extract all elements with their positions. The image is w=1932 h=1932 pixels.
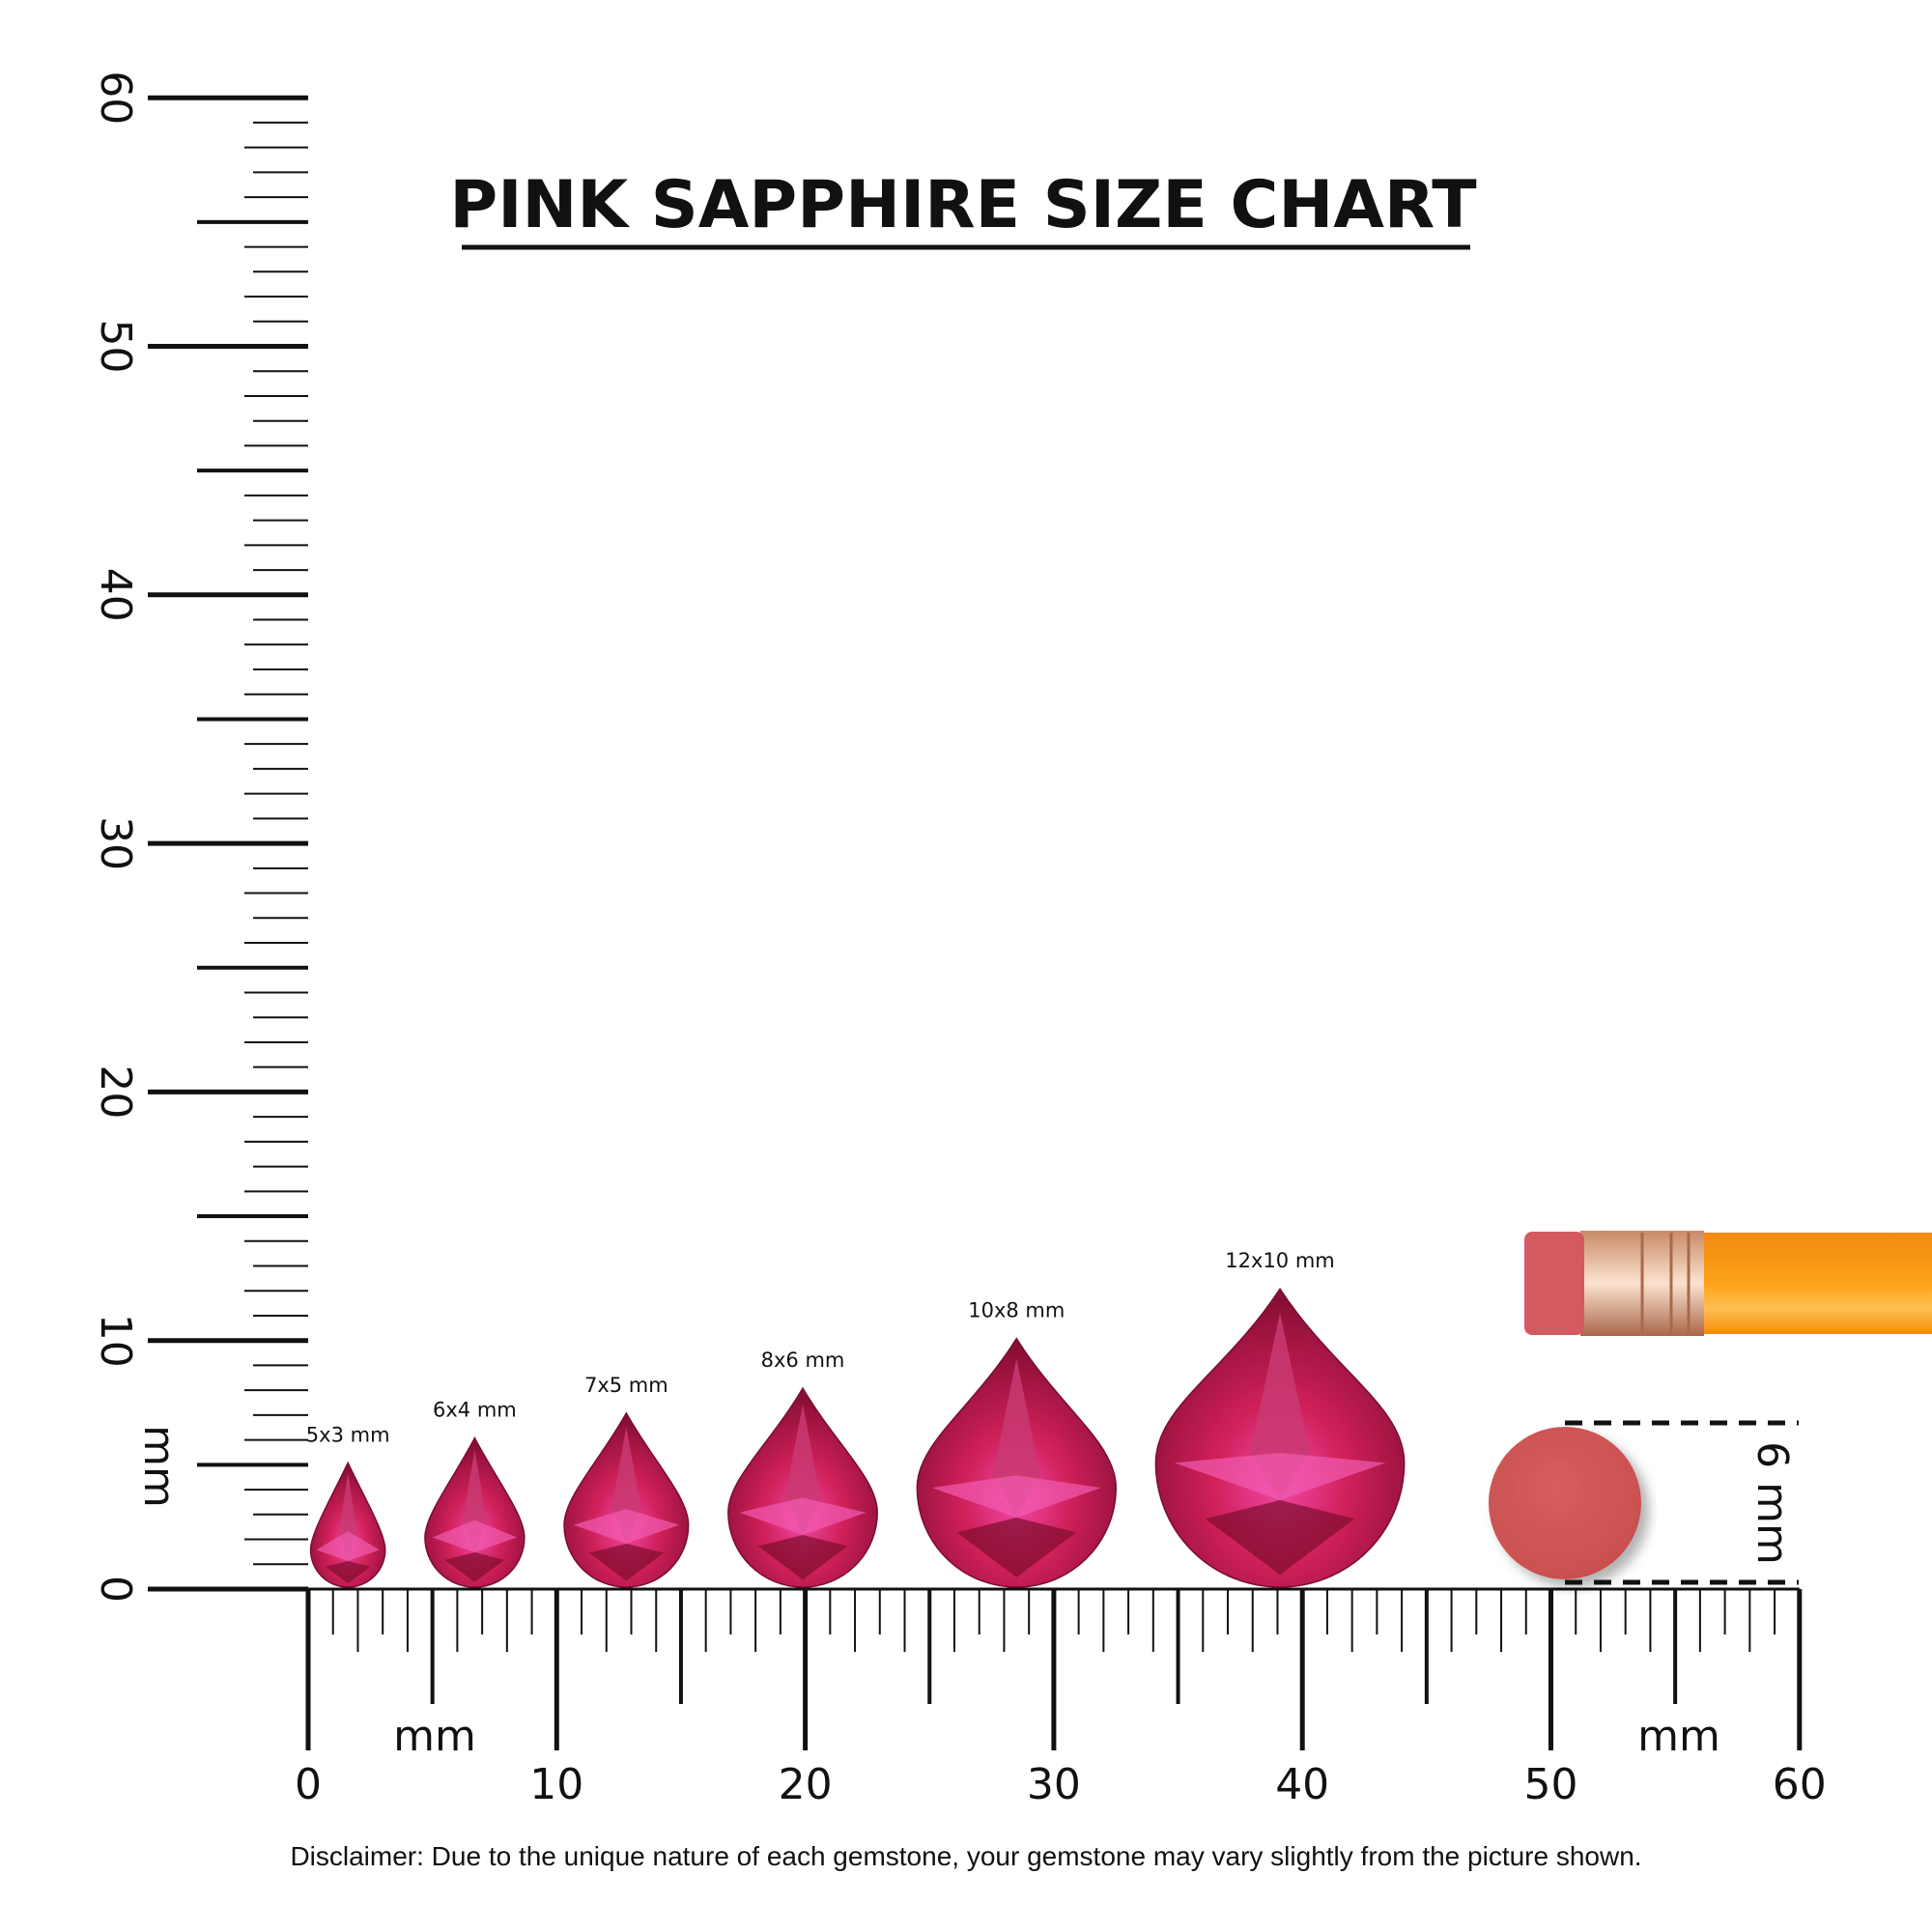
x-tick-label: 20	[779, 1760, 833, 1809]
gem-facet	[1174, 1453, 1386, 1500]
eraser-reference	[1489, 1427, 1641, 1579]
reference-label: 6 mm	[1747, 1441, 1797, 1565]
gem-facet	[588, 1543, 664, 1581]
gem-size-label: 6x4 mm	[433, 1399, 517, 1422]
y-tick-label: 30	[91, 816, 140, 870]
y-tick-label: 20	[91, 1065, 140, 1119]
horizontal-ruler-unit-left: mm	[393, 1712, 476, 1761]
y-tick-label: 0	[91, 1576, 140, 1603]
gem-size-label: 12x10 mm	[1225, 1249, 1334, 1272]
gem-facet	[1205, 1499, 1355, 1576]
x-tick-label: 40	[1275, 1760, 1329, 1809]
y-tick-label: 50	[91, 320, 140, 374]
gem-facet	[432, 1520, 518, 1552]
gem-facet	[956, 1517, 1077, 1577]
horizontal-ruler-unit-right: mm	[1637, 1712, 1720, 1761]
pencil-image	[1524, 1231, 1932, 1336]
disclaimer: Disclaimer: Due to the unique nature of …	[290, 1841, 1641, 1871]
vertical-ruler	[148, 95, 308, 1592]
gem-facet	[444, 1551, 505, 1582]
x-tick-label: 30	[1027, 1760, 1081, 1809]
gem-size-label: 8x6 mm	[761, 1349, 845, 1372]
gem-facet	[316, 1531, 380, 1561]
gem-size-label: 5x3 mm	[306, 1423, 390, 1446]
y-tick-label: 10	[91, 1314, 140, 1368]
gem-facet	[757, 1534, 848, 1580]
gem-5x3mm: 5x3 mm	[306, 1423, 390, 1588]
gem-facet	[739, 1497, 867, 1535]
gem-size-label: 10x8 mm	[968, 1299, 1065, 1322]
y-tick-label: 40	[91, 568, 140, 622]
gem-facet	[1250, 1312, 1310, 1500]
chart-title: PINK SAPPHIRE SIZE CHART	[449, 167, 1477, 243]
gem-facet	[931, 1475, 1101, 1518]
x-tick-label: 60	[1773, 1760, 1827, 1809]
gem-size-label: 7x5 mm	[584, 1374, 668, 1397]
gem-12x10mm: 12x10 mm	[1154, 1249, 1406, 1588]
gem-10x8mm: 10x8 mm	[916, 1299, 1117, 1587]
gem-facet	[573, 1508, 680, 1544]
gem-facet	[326, 1560, 371, 1584]
x-tick-label: 10	[529, 1760, 583, 1809]
x-tick-label: 0	[295, 1760, 322, 1809]
y-tick-label: 60	[91, 71, 140, 125]
horizontal-ruler	[305, 1587, 1803, 1750]
gem-8x6mm: 8x6 mm	[727, 1349, 878, 1588]
vertical-ruler-unit: mm	[134, 1425, 184, 1508]
x-tick-label: 50	[1524, 1760, 1578, 1809]
gem-7x5mm: 7x5 mm	[563, 1374, 690, 1588]
gem-6x4mm: 6x4 mm	[424, 1399, 526, 1588]
